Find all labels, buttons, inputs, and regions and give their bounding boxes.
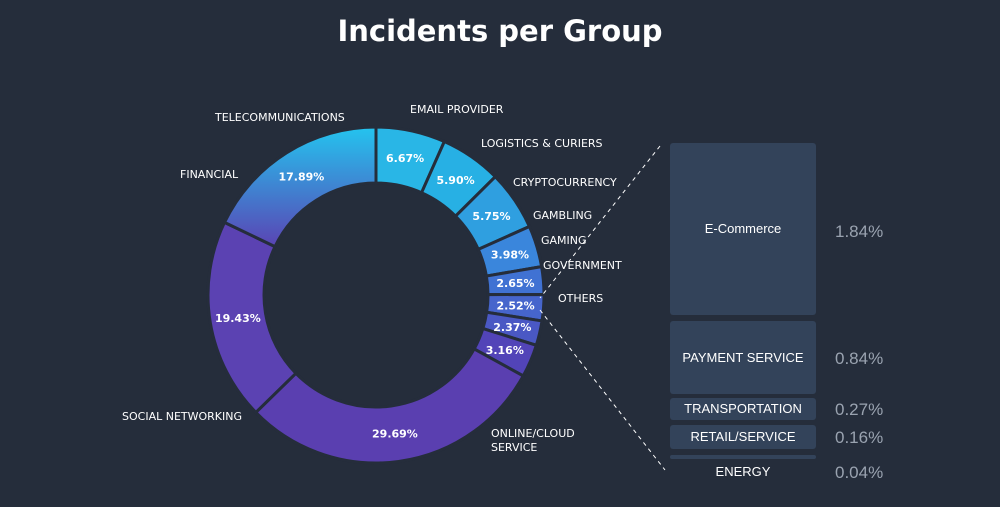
breakdown-value-label: 0.04% bbox=[835, 463, 884, 482]
callout-line-bottom bbox=[539, 309, 666, 471]
slice-value-label: 29.69% bbox=[372, 428, 418, 441]
chart-title: Incidents per Group bbox=[337, 14, 663, 48]
category-label: SOCIAL NETWORKING bbox=[122, 410, 242, 423]
breakdown-box bbox=[670, 455, 816, 459]
breakdown-category-label: ENERGY bbox=[715, 464, 771, 479]
category-label: OTHERS bbox=[558, 292, 603, 305]
breakdown-category-label: TRANSPORTATION bbox=[684, 401, 802, 416]
breakdown-category-label: PAYMENT SERVICE bbox=[682, 349, 804, 365]
slice-value-label: 3.98% bbox=[491, 248, 529, 261]
slice-value-label: 2.65% bbox=[496, 277, 534, 290]
breakdown-category-label: RETAIL/SERVICE bbox=[690, 429, 796, 444]
category-label: GOVERNMENT bbox=[543, 259, 622, 272]
callout-line-top bbox=[539, 145, 661, 299]
slice-value-label: 6.67% bbox=[386, 152, 424, 165]
breakdown-value-label: 1.84% bbox=[835, 222, 884, 241]
slice-value-label: 2.52% bbox=[497, 300, 535, 313]
category-label: EMAIL PROVIDER bbox=[410, 103, 504, 116]
slice-value-label: 17.89% bbox=[278, 171, 324, 184]
category-label: ONLINE/CLOUD SERVICE bbox=[491, 427, 575, 454]
category-label: FINANCIAL bbox=[180, 168, 239, 181]
slice-value-label: 2.37% bbox=[493, 321, 531, 334]
breakdown-box bbox=[670, 321, 816, 394]
slice-value-label: 5.75% bbox=[472, 210, 510, 223]
category-label: GAMBLING bbox=[533, 209, 592, 222]
category-label: GAMING bbox=[541, 234, 587, 247]
breakdown-category-label: E-Commerce bbox=[704, 221, 782, 236]
breakdown-value-label: 0.16% bbox=[835, 428, 884, 447]
category-label: LOGISTICS & CURIERS bbox=[481, 137, 603, 150]
slice-value-label: 5.90% bbox=[436, 174, 474, 187]
breakdown-value-label: 0.84% bbox=[835, 349, 884, 368]
breakdown-box bbox=[670, 425, 816, 449]
breakdown-box bbox=[670, 398, 816, 420]
category-label: TELECOMMUNICATIONS bbox=[214, 111, 345, 124]
breakdown-box bbox=[670, 143, 816, 315]
slice-value-label: 19.43% bbox=[215, 312, 261, 325]
donut-slice-online-cloud-service bbox=[253, 346, 526, 465]
donut-slice-financial bbox=[222, 125, 378, 249]
category-label: CRYPTOCURRENCY bbox=[513, 176, 617, 189]
breakdown-value-label: 0.27% bbox=[835, 400, 884, 419]
slice-value-label: 3.16% bbox=[486, 344, 524, 357]
